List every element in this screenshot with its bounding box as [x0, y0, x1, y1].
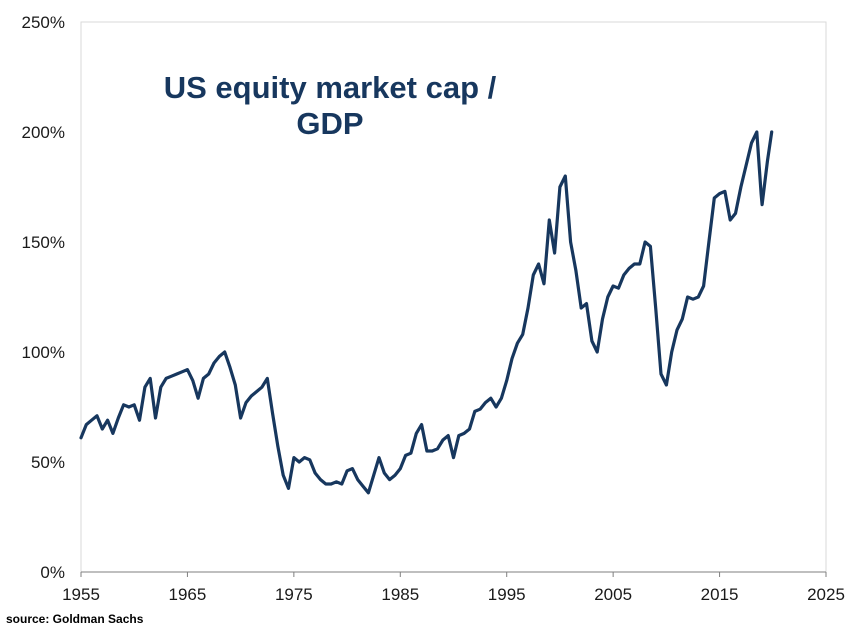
x-axis-ticks: 1955 1965 1975 1985 1995 2005 2015 2025	[62, 572, 845, 604]
x-tick-label: 1965	[169, 585, 207, 604]
x-tick-label: 1975	[275, 585, 313, 604]
x-tick-label: 2025	[807, 585, 845, 604]
chart-title: US equity market cap / GDP	[95, 70, 565, 142]
x-tick-label: 1985	[381, 585, 419, 604]
y-tick-label: 200%	[22, 123, 65, 142]
x-tick-label: 1955	[62, 585, 100, 604]
y-tick-label: 0%	[40, 563, 65, 582]
y-tick-label: 100%	[22, 343, 65, 362]
series-group	[79, 130, 774, 495]
y-axis-ticks: 0% 50% 100% 150% 200% 250%	[22, 13, 65, 582]
y-tick-label: 150%	[22, 233, 65, 252]
x-tick-label: 1995	[488, 585, 526, 604]
chart-title-line-2: GDP	[296, 106, 364, 141]
series-line	[79, 130, 774, 495]
y-tick-label: 250%	[22, 13, 65, 32]
x-tick-label: 2015	[701, 585, 739, 604]
chart-title-line-1: US equity market cap /	[163, 70, 497, 105]
y-tick-label: 50%	[31, 453, 65, 472]
x-tick-label: 2005	[594, 585, 632, 604]
source-note: source: Goldman Sachs	[6, 612, 144, 626]
